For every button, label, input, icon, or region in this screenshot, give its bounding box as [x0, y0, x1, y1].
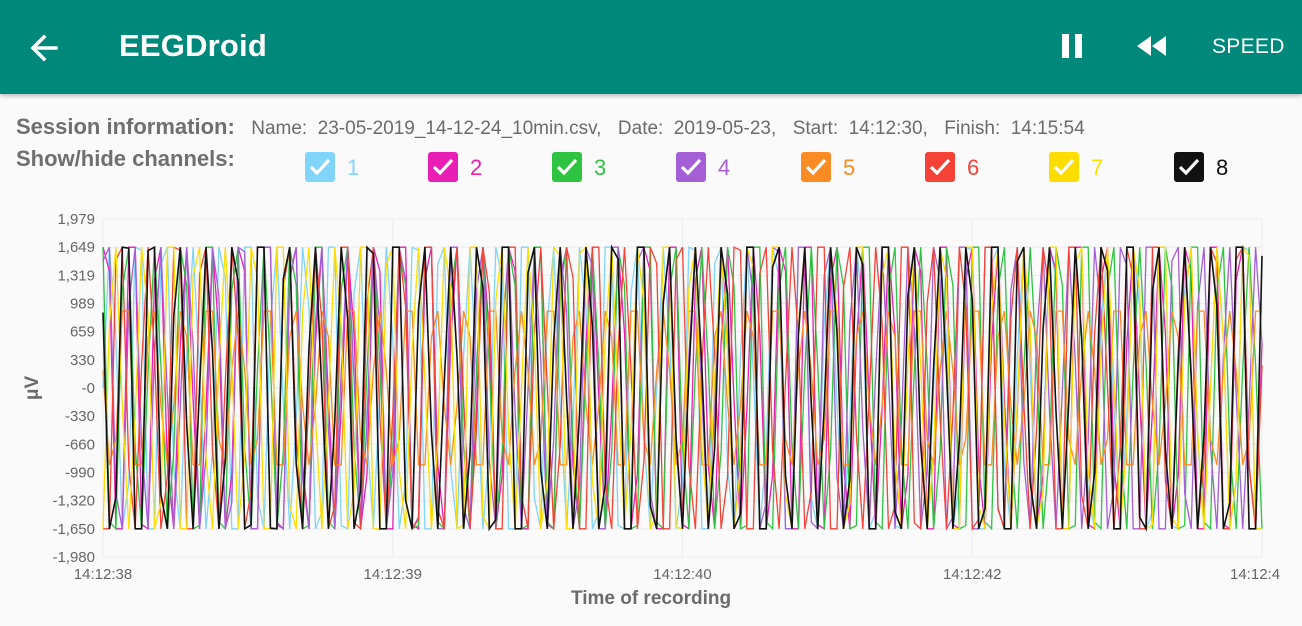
app-bar: EEGDroid SPEED — [0, 0, 1302, 94]
name-value: 23-05-2019_14-12-24_10min.csv, — [317, 118, 602, 139]
y-tick-label: -1,980 — [52, 549, 95, 566]
date-key: Date: — [617, 118, 664, 139]
speed-button[interactable]: SPEED — [1212, 35, 1285, 58]
check-icon — [1178, 158, 1200, 176]
check-icon — [556, 158, 578, 176]
x-axis-ticks: 14:12:38 14:12:39 14:12:40 14:12:42 14:12:4 — [74, 566, 1280, 583]
y-tick-label: -0 — [82, 380, 95, 397]
check-icon — [1053, 158, 1075, 176]
eeg-chart[interactable]: 1,979 1,649 1,319 989 659 330 -0 -330 -660 -990 -1… — [0, 200, 1302, 620]
y-tick-label: 1,979 — [57, 211, 95, 228]
finish-key: Finish: — [944, 118, 1001, 139]
channel-6-label: 6 — [967, 155, 980, 180]
y-tick-label: -1,320 — [52, 493, 95, 510]
x-tick-label: 14:12:38 — [74, 566, 132, 583]
y-tick-label: 659 — [70, 324, 95, 341]
channel-3-label: 3 — [594, 155, 607, 180]
channel-2-label: 2 — [470, 155, 483, 180]
start-key: Start: — [792, 118, 839, 139]
channel-7-label: 7 — [1091, 155, 1104, 180]
series-line-5 — [102, 310, 1262, 466]
check-icon — [309, 158, 331, 176]
start-value: 14:12:30, — [848, 118, 928, 139]
check-icon — [805, 158, 827, 176]
arrow-left-icon — [30, 34, 58, 62]
pause-icon — [1062, 34, 1082, 58]
x-tick-label: 14:12:4 — [1230, 566, 1280, 583]
x-tick-label: 14:12:42 — [943, 566, 1001, 583]
channel-1-label: 1 — [347, 155, 360, 180]
x-tick-label: 14:12:40 — [653, 566, 711, 583]
name-key: Name: — [251, 118, 308, 139]
channels-label: Show/hide channels: — [16, 146, 235, 171]
y-axis-ticks: 1,979 1,649 1,319 989 659 330 -0 -330 -660 -990 -1… — [52, 211, 95, 566]
channel-5-label: 5 — [843, 155, 856, 180]
check-icon — [432, 158, 454, 176]
y-tick-label: -990 — [65, 465, 95, 482]
y-tick-label: -660 — [65, 436, 95, 453]
y-tick-label: 330 — [70, 352, 95, 369]
series-line-6 — [103, 244, 1263, 531]
finish-value: 14:15:54 — [1010, 118, 1085, 139]
x-tick-label: 14:12:39 — [364, 566, 422, 583]
app-title: EEGDroid — [119, 28, 268, 63]
channel-4-label: 4 — [718, 155, 731, 180]
chart-series — [102, 244, 1263, 532]
session-info: Session information: Name: 23-05-2019_14… — [16, 114, 1085, 140]
date-value: 2019-05-23, — [673, 118, 777, 139]
back-button[interactable] — [26, 28, 66, 68]
y-tick-label: 1,649 — [57, 239, 95, 256]
check-icon — [929, 158, 951, 176]
channel-8-label: 8 — [1216, 155, 1229, 180]
series-line-8 — [102, 244, 1263, 532]
y-tick-label: 1,319 — [57, 267, 95, 284]
x-axis-title: Time of recording — [571, 588, 731, 609]
session-info-label: Session information: — [16, 114, 235, 139]
check-icon — [680, 158, 702, 176]
rewind-button[interactable] — [1133, 30, 1173, 62]
y-tick-label: -330 — [65, 408, 95, 425]
y-axis-title: μV — [22, 376, 43, 401]
y-tick-label: -1,650 — [52, 521, 95, 538]
pause-button[interactable] — [1058, 30, 1088, 62]
rewind-icon — [1137, 36, 1166, 56]
y-tick-label: 989 — [70, 296, 95, 313]
